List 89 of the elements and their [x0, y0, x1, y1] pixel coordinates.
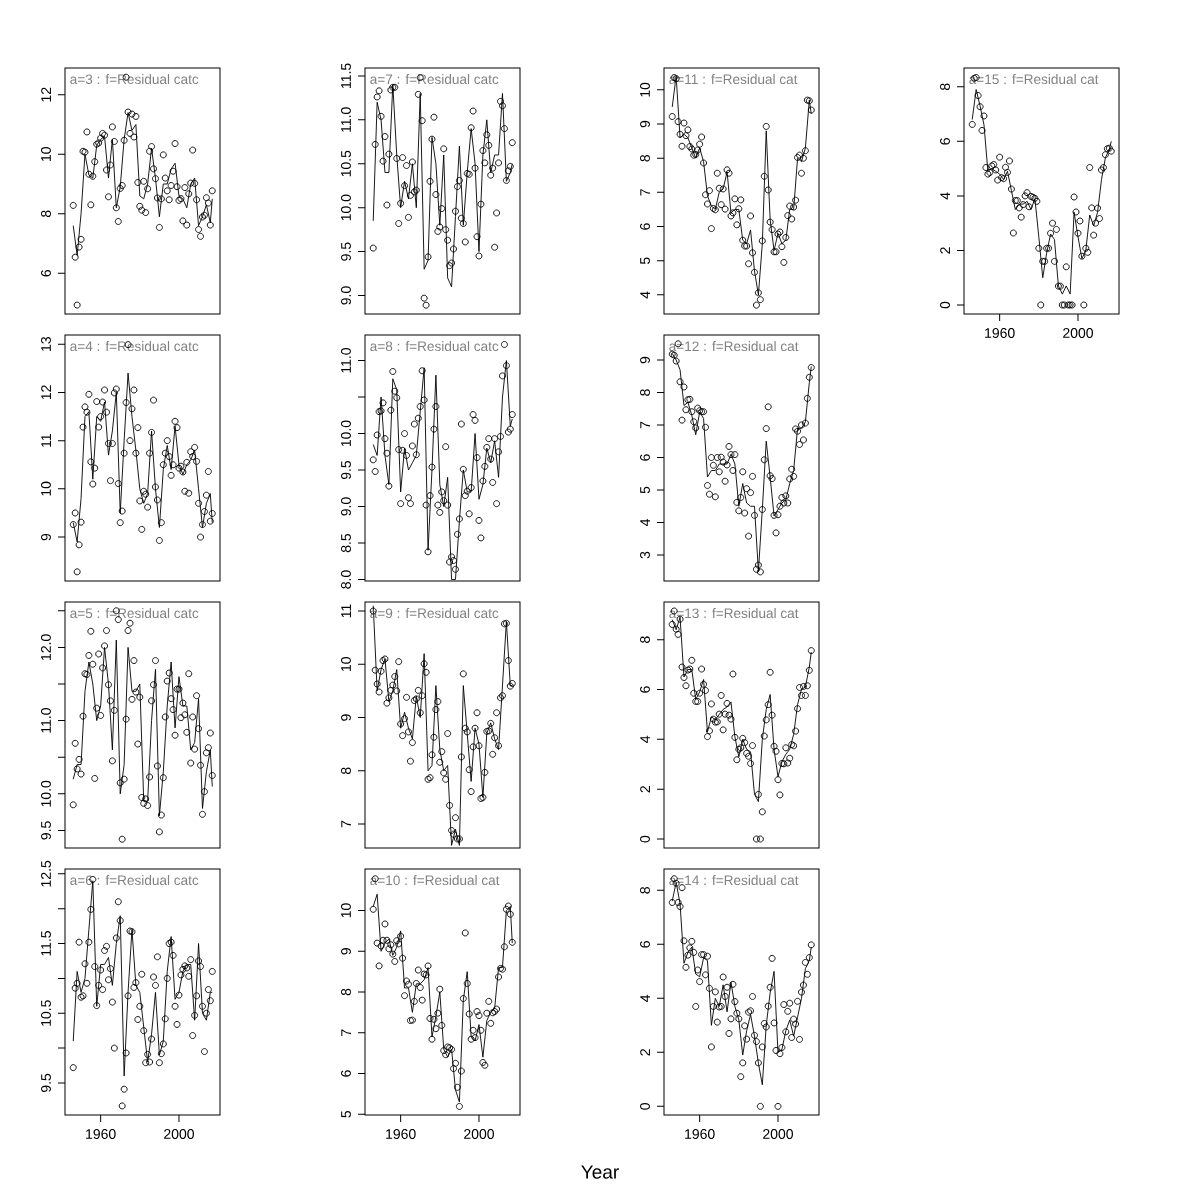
y-tick-label: 7 [640, 421, 650, 429]
y-tick-label: 11.0 [341, 347, 351, 373]
y-tick-label: 6 [640, 454, 650, 461]
line-series [971, 89, 1112, 295]
y-tick-label: 5 [640, 257, 650, 265]
y-tick-label: 3 [640, 551, 650, 559]
y-tick-label: 9 [41, 533, 51, 541]
y-tick-label: 4 [640, 291, 650, 299]
y-tick-label: 12 [41, 87, 51, 102]
chart-title: a=10 : f=Residual cat [370, 875, 500, 886]
y-tick-label: 10 [640, 82, 650, 97]
y-tick-label: 11.5 [41, 931, 51, 956]
y-tick-label: 0 [640, 1103, 650, 1110]
y-tick-label: 10 [41, 147, 51, 161]
y-tick-label: 9.5 [341, 460, 351, 480]
y-tick-label: 12.0 [41, 634, 51, 660]
y-tick-label: 2 [640, 785, 650, 793]
y-tick-label: 9.5 [341, 242, 351, 261]
x-tick-label: 1960 [985, 328, 1015, 338]
x-tick-label: 2000 [763, 1129, 794, 1139]
x-tick-label: 2000 [1063, 328, 1094, 338]
y-tick-label: 4 [640, 735, 650, 743]
y-tick-label: 11.5 [341, 63, 351, 88]
y-tick-label: 8 [940, 83, 950, 91]
y-tick-label: 9.5 [41, 1073, 51, 1093]
y-tick-label: 12 [41, 385, 51, 400]
y-tick-label: 8 [341, 988, 351, 996]
y-tick-label: 11 [341, 604, 351, 618]
y-tick-label: 6 [41, 269, 51, 277]
y-tick-label: 6 [341, 1070, 351, 1077]
line-series [671, 616, 812, 803]
y-tick-label: 7 [341, 820, 351, 828]
y-tick-label: 4 [940, 192, 950, 200]
y-tick-label: 4 [640, 519, 650, 527]
y-tick-label: 11.0 [341, 107, 351, 132]
y-tick-label: 8.0 [341, 570, 351, 589]
y-tick-label: 5 [640, 486, 650, 494]
y-tick-label: 9.5 [41, 821, 51, 840]
chart-title: a=12 : f=Residual cat [669, 341, 799, 352]
y-tick-label: 6 [940, 138, 950, 145]
x-tick-label: 1960 [86, 1129, 116, 1139]
x-tick-label: 1960 [685, 1129, 715, 1139]
y-tick-label: 8 [640, 154, 650, 162]
y-tick-label: 0 [640, 835, 650, 843]
y-tick-label: 5 [341, 1110, 351, 1118]
y-tick-label: 2 [940, 247, 950, 254]
y-tick-label: 8 [640, 389, 650, 396]
y-tick-label: 9.0 [341, 497, 351, 516]
line-series [72, 639, 213, 817]
y-tick-label: 10.5 [41, 1000, 51, 1026]
chart-title: a=8 : f=Residual catc [370, 341, 499, 352]
y-tick-label: 6 [640, 941, 650, 948]
y-tick-label: 11 [41, 434, 51, 447]
y-tick-label: 9 [341, 714, 351, 721]
chart-title: a=13 : f=Residual cat [669, 608, 799, 619]
chart-title: a=3 : f=Residual catc [70, 74, 199, 85]
y-tick-label: 8 [640, 887, 650, 894]
y-tick-label: 8 [41, 210, 51, 218]
y-tick-label: 10.0 [341, 420, 351, 447]
y-tick-label: 10 [341, 657, 351, 672]
y-tick-label: 6 [640, 223, 650, 230]
y-tick-label: 9 [640, 120, 650, 128]
x-axis-title: Year [581, 1165, 619, 1179]
y-tick-label: 7 [640, 189, 650, 196]
y-tick-label: 13 [41, 337, 51, 351]
y-tick-label: 10.5 [341, 150, 351, 177]
y-tick-label: 8 [640, 636, 650, 643]
y-tick-label: 11.0 [41, 708, 51, 733]
y-tick-label: 12.5 [41, 860, 51, 887]
y-tick-label: 9 [640, 356, 650, 364]
y-tick-label: 4 [640, 994, 650, 1002]
x-tick-label: 2000 [464, 1129, 494, 1139]
y-tick-label: 2 [640, 1049, 650, 1056]
chart-title: a=4 : f=Residual catc [70, 341, 199, 352]
x-tick-label: 1960 [386, 1129, 416, 1139]
y-tick-label: 7 [341, 1029, 351, 1036]
y-tick-label: 8 [341, 767, 351, 775]
y-tick-label: 10 [341, 903, 351, 918]
x-tick-label: 2000 [164, 1129, 194, 1139]
y-tick-label: 0 [940, 301, 950, 309]
y-tick-label: 10.0 [41, 780, 51, 807]
y-tick-label: 8.5 [341, 533, 351, 553]
y-tick-label: 9.0 [341, 286, 351, 305]
chart-title: a=7 : f=Residual catc [370, 74, 499, 85]
y-tick-label: 10 [41, 481, 51, 496]
y-tick-label: 6 [640, 686, 650, 693]
y-tick-label: 9 [341, 948, 351, 955]
y-tick-label: 10.0 [341, 194, 351, 221]
chart-title: a=5 : f=Residual catc [70, 608, 199, 619]
